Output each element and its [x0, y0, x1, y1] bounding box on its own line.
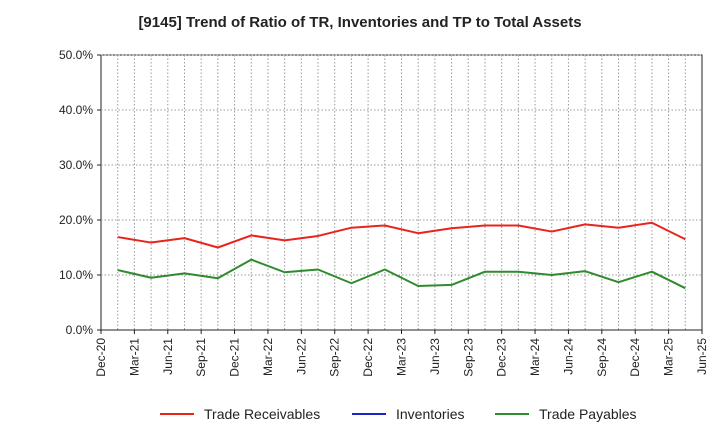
x-tick-label: Mar-21	[127, 338, 141, 376]
series-line-trade-payables	[117, 258, 686, 290]
x-tick-label: Jun-25	[695, 338, 709, 375]
x-tick-label: Sep-22	[328, 338, 342, 377]
y-tick-label: 30.0%	[59, 158, 93, 172]
x-tick-label: Sep-23	[461, 338, 475, 377]
y-tick-label: 10.0%	[59, 268, 93, 282]
x-tick-label: Sep-21	[194, 338, 208, 377]
x-tick-label: Mar-22	[261, 338, 275, 376]
x-tick-label: Jun-24	[561, 338, 575, 375]
x-tick-label: Jun-22	[294, 338, 308, 375]
chart-title: [9145] Trend of Ratio of TR, Inventories…	[138, 14, 582, 31]
y-tick-label: 50.0%	[59, 48, 93, 62]
x-tick-label: Mar-25	[662, 338, 676, 376]
y-tick-label: 40.0%	[59, 103, 93, 117]
x-tick-label: Dec-23	[495, 338, 509, 377]
legend-label-trade-receivables: Trade Receivables	[204, 406, 320, 422]
x-tick-label: Jun-23	[428, 338, 442, 375]
legend-label-inventories: Inventories	[396, 406, 464, 422]
legend-label-trade-payables: Trade Payables	[539, 406, 637, 422]
x-tick-label: Dec-21	[228, 338, 242, 377]
x-tick-label: Jun-21	[161, 338, 175, 375]
x-tick-label: Mar-23	[395, 338, 409, 376]
x-tick-label: Sep-24	[595, 338, 609, 377]
x-tick-label: Mar-24	[528, 338, 542, 376]
y-tick-label: 20.0%	[59, 213, 93, 227]
y-tick-label: 0.0%	[66, 323, 94, 337]
series-line-trade-receivables	[117, 221, 686, 249]
x-tick-label: Dec-24	[628, 338, 642, 377]
x-tick-label: Dec-20	[94, 338, 108, 377]
x-tick-label: Dec-22	[361, 338, 375, 377]
